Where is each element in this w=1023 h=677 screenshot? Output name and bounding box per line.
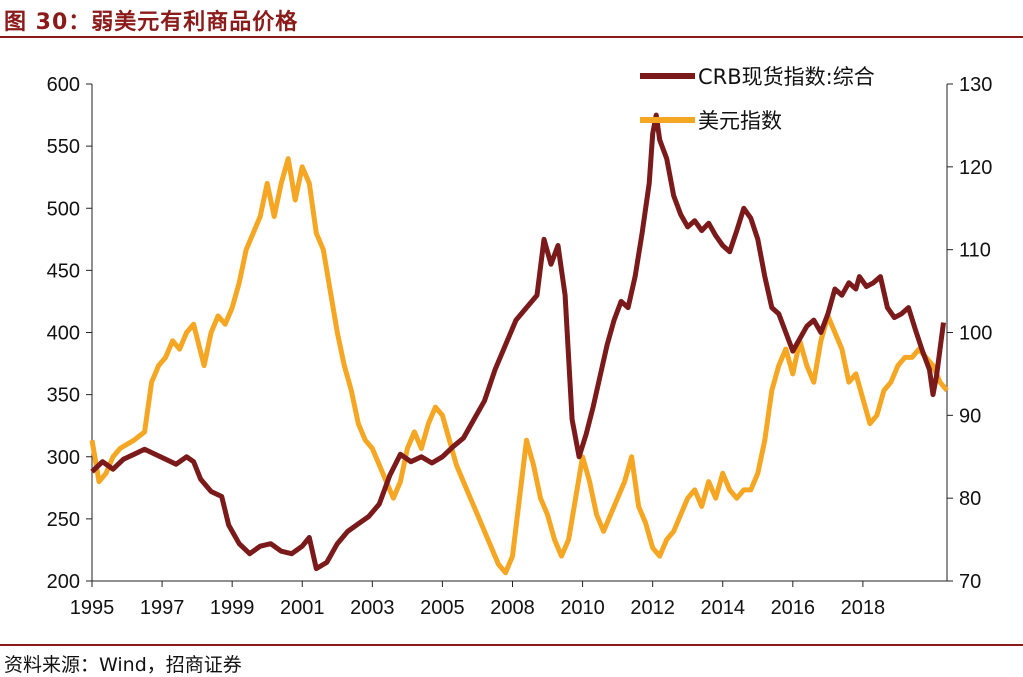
right-tick-label: 110 — [959, 240, 991, 262]
x-tick-label: 2012 — [630, 597, 675, 619]
x-tick-label: 2001 — [280, 597, 325, 619]
left-tick-label: 400 — [47, 323, 80, 345]
title-rule — [0, 36, 1023, 38]
x-tick-label: 2016 — [771, 597, 816, 619]
series-group — [89, 112, 949, 576]
x-tick-label: 1995 — [70, 597, 115, 619]
figure-title: 图 30：弱美元有利商品价格 — [4, 10, 299, 35]
right-tick-label: 80 — [959, 488, 981, 510]
left-tick-label: 600 — [47, 74, 80, 96]
series-line-usd — [89, 156, 949, 576]
x-tick-label: 2008 — [490, 597, 535, 619]
right-tick-label: 130 — [959, 74, 992, 96]
x-tick-label: 1997 — [140, 597, 185, 619]
series-line-crb — [90, 112, 946, 572]
left-tick-label: 250 — [47, 509, 80, 531]
right-tick-label: 120 — [959, 157, 992, 179]
source-rule — [0, 644, 1023, 646]
axes-group: 200 250 300 350 400 450 500 550 600 70 80 90 100 110 1… — [47, 74, 993, 619]
legend-label-usd: 美元指数 — [698, 109, 782, 133]
x-tick-label: 2010 — [560, 597, 605, 619]
legend: CRB现货指数:综合 美元指数 — [640, 65, 875, 133]
right-tick-label: 90 — [959, 405, 981, 427]
left-tick-label: 550 — [47, 136, 80, 158]
right-tick-label: 70 — [959, 571, 981, 593]
legend-label-crb: CRB现货指数:综合 — [698, 65, 875, 89]
x-tick-label: 1999 — [210, 597, 255, 619]
x-tick-label: 2003 — [350, 597, 395, 619]
x-tick-label: 2005 — [420, 597, 465, 619]
left-tick-label: 300 — [47, 447, 80, 469]
left-tick-label: 500 — [47, 198, 80, 220]
right-tick-label: 100 — [959, 323, 992, 345]
left-tick-label: 450 — [47, 260, 80, 282]
x-tick-label: 2014 — [700, 597, 745, 619]
left-tick-label: 350 — [47, 385, 80, 407]
x-tick-label: 2018 — [841, 597, 886, 619]
left-tick-label: 200 — [47, 571, 80, 593]
source-note: 资料来源：Wind，招商证券 — [4, 654, 242, 676]
